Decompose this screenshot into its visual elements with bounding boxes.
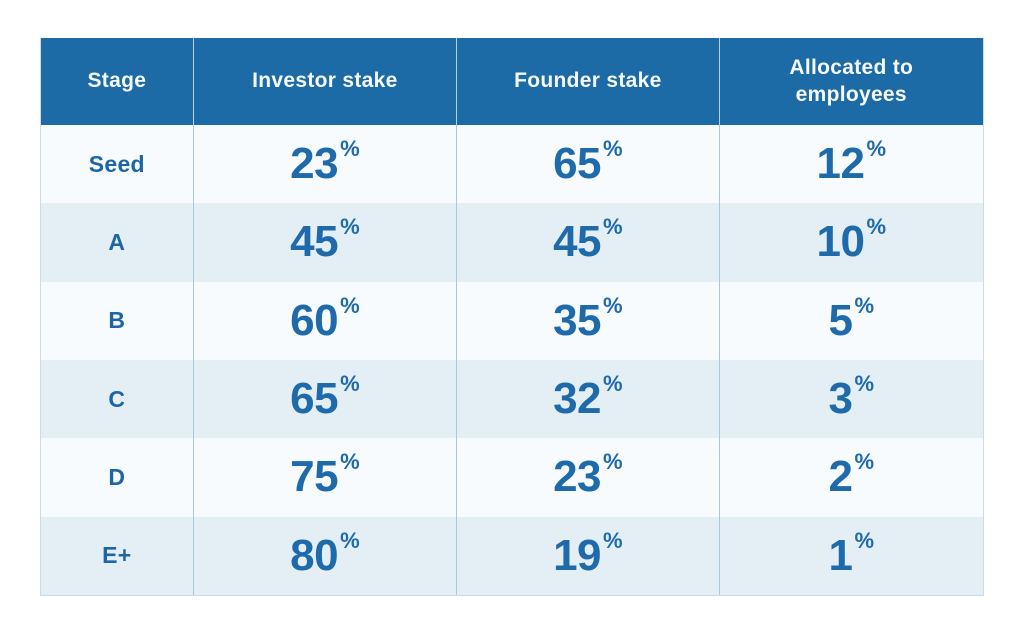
percent-sign: % (340, 527, 360, 553)
employees-allocation-value: 3 (828, 374, 853, 424)
employees-allocation-cell: 3% (720, 360, 983, 438)
percent-sign: % (340, 449, 360, 475)
percent-sign: % (603, 527, 623, 553)
percent-sign: % (340, 292, 360, 318)
percent-sign: % (603, 371, 623, 397)
header-cell-allocated-employees: Allocated to employees (720, 38, 983, 125)
table-row-seed: Seed 23% 65% 12% (41, 125, 983, 204)
stage-label: C (108, 385, 126, 412)
percent-sign: % (866, 136, 887, 162)
table-row-b: B 60% 35% 5% (41, 281, 983, 360)
employees-allocation-cell: 1% (720, 517, 983, 595)
investor-stake-value: 60 (290, 295, 339, 345)
founder-stake-cell: 23% (457, 438, 720, 517)
header-cell-founder-stake: Founder stake (457, 38, 720, 125)
header-label-investor-stake: Investor stake (252, 69, 398, 93)
investor-stake-cell: 23% (194, 125, 458, 204)
header-cell-investor-stake: Investor stake (194, 38, 458, 125)
stage-label: E+ (102, 542, 132, 569)
percent-sign: % (854, 527, 875, 553)
percent-sign: % (603, 136, 623, 162)
founder-stake-cell: 45% (457, 203, 720, 282)
stage-cell: D (41, 438, 194, 517)
stage-cell: B (41, 281, 194, 360)
stage-label: B (108, 307, 126, 334)
table-header: Stage Investor stake Founder stake Alloc… (41, 38, 983, 125)
investor-stake-cell: 80% (194, 516, 458, 595)
percent-sign: % (854, 292, 875, 318)
table-row-e-plus: E+ 80% 19% 1% (41, 516, 983, 595)
founder-stake-value: 65 (553, 139, 602, 189)
founder-stake-value: 23 (553, 452, 602, 502)
percent-sign: % (603, 449, 623, 475)
stage-label: A (108, 228, 126, 255)
stage-label: D (108, 463, 126, 490)
table-row-d: D 75% 23% 2% (41, 438, 983, 517)
percent-sign: % (603, 214, 623, 240)
stage-cell: C (41, 359, 194, 439)
percent-sign: % (854, 449, 875, 475)
employees-allocation-value: 12 (816, 139, 865, 189)
table-row-c: C 65% 32% 3% (41, 359, 983, 439)
investor-stake-value: 23 (290, 139, 339, 189)
header-label-stage: Stage (87, 69, 147, 93)
percent-sign: % (866, 214, 887, 240)
employees-allocation-value: 5 (828, 295, 853, 345)
percent-sign: % (603, 292, 623, 318)
employees-allocation-cell: 12% (720, 125, 983, 203)
employees-allocation-cell: 10% (720, 203, 983, 281)
stage-cell: A (41, 203, 194, 282)
investor-stake-value: 65 (290, 374, 339, 424)
investor-stake-cell: 75% (194, 438, 458, 517)
investor-stake-value: 45 (290, 217, 339, 267)
employees-allocation-value: 10 (816, 217, 865, 267)
investor-stake-cell: 60% (194, 281, 458, 360)
founder-stake-value: 19 (553, 530, 602, 580)
investor-stake-cell: 45% (194, 203, 458, 282)
header-cell-stage: Stage (41, 38, 194, 125)
percent-sign: % (340, 136, 360, 162)
founder-stake-value: 45 (553, 217, 602, 267)
percent-sign: % (340, 214, 360, 240)
investor-stake-value: 75 (290, 452, 339, 502)
employees-allocation-value: 1 (828, 530, 853, 580)
employees-allocation-cell: 5% (720, 282, 983, 360)
equity-stake-table: Stage Investor stake Founder stake Alloc… (40, 38, 984, 596)
header-label-founder-stake: Founder stake (514, 69, 662, 93)
founder-stake-cell: 35% (457, 281, 720, 360)
founder-stake-cell: 65% (457, 125, 720, 204)
stage-cell: Seed (41, 125, 194, 204)
percent-sign: % (854, 371, 875, 397)
investor-stake-value: 80 (290, 530, 339, 580)
investor-stake-cell: 65% (194, 359, 458, 439)
founder-stake-cell: 32% (457, 359, 720, 439)
founder-stake-value: 32 (553, 374, 602, 424)
employees-allocation-cell: 2% (720, 438, 983, 516)
table-row-a: A 45% 45% 10% (41, 203, 983, 282)
stage-label: Seed (88, 150, 145, 177)
header-label-allocated-employees: Allocated to employees (789, 56, 914, 106)
employees-allocation-value: 2 (828, 452, 853, 502)
founder-stake-cell: 19% (457, 516, 720, 595)
stage-cell: E+ (41, 516, 194, 595)
founder-stake-value: 35 (553, 295, 602, 345)
percent-sign: % (340, 371, 360, 397)
